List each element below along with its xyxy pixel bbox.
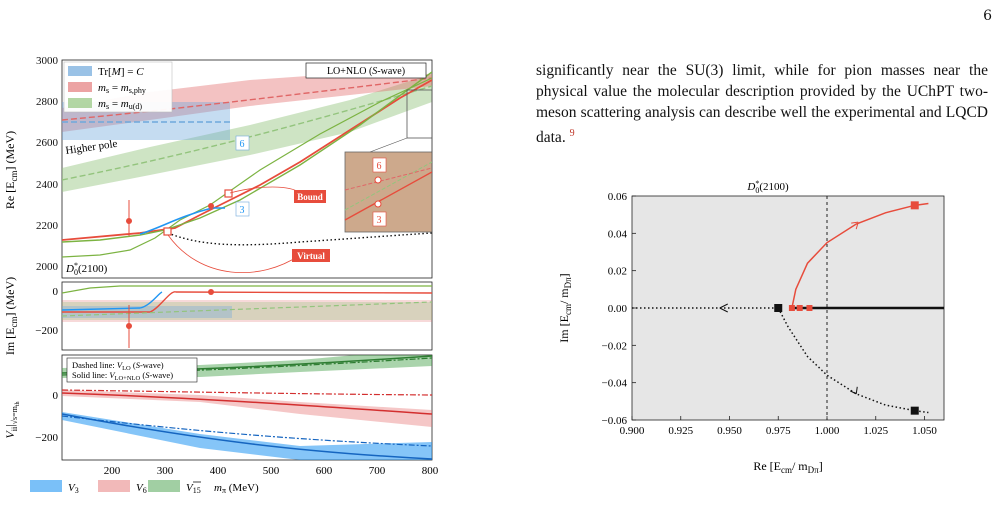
x-tick-label: 0.925	[668, 425, 693, 437]
svg-text:Bound: Bound	[297, 192, 323, 202]
bottom-legend: V3 V6 V15 mπ (MeV)	[30, 480, 259, 495]
x-tick-label: 0.950	[717, 425, 742, 437]
right-title: D* 0(2100)	[746, 179, 789, 195]
svg-text:Solid line: VLO+NLO (S-wave): Solid line: VLO+NLO (S-wave)	[72, 370, 173, 382]
virtual-tag: Virtual	[292, 249, 330, 262]
svg-text:Virtual: Virtual	[297, 251, 325, 261]
svg-text:600: 600	[316, 465, 333, 477]
right-ylabel: Im [Ecm/ mDπ]	[557, 273, 573, 342]
y-tick-label: −0.04	[602, 378, 628, 390]
paragraph-text: significantly near the SU(3) limit, whil…	[536, 62, 988, 147]
x-tick-label: 1.050	[912, 425, 937, 437]
mid-ytick-neg200: −200	[35, 325, 58, 337]
svg-text:3: 3	[240, 205, 245, 216]
svg-text:6: 6	[377, 161, 382, 172]
y-tick-label: 0.00	[608, 303, 628, 315]
svg-text:ms = ms,phy: ms = ms,phy	[98, 82, 146, 95]
bot-ytick-0: 0	[53, 390, 59, 402]
y-tick-label: 0.06	[608, 191, 628, 203]
upper-pole-trajectory	[791, 202, 929, 309]
svg-text:mπ (MeV): mπ (MeV)	[214, 482, 259, 495]
bottom-xticks: 200 300 400 500 600 700 800	[104, 465, 439, 477]
x-tick-label: 1.000	[815, 425, 840, 437]
svg-text:Tr[M] = C: Tr[M] = C	[98, 66, 144, 78]
ytick-2200: 2200	[36, 220, 59, 232]
ytick-2000: 2000	[36, 261, 59, 273]
red-pole-marker	[806, 305, 813, 311]
irrep-labels: 6 3 6 3	[235, 135, 387, 227]
svg-text:400: 400	[210, 465, 227, 477]
lower-arrow	[850, 386, 858, 395]
svg-text:V6: V6	[136, 482, 147, 495]
svg-text:V15: V15	[186, 482, 201, 495]
top-ylabel: Re [Ecm] (MeV)	[3, 131, 19, 209]
x-tick-label: 0.900	[620, 425, 645, 437]
lo-nlo-box: LO+NLO (S-wave)	[305, 62, 427, 79]
right-xlabel: Re [Ecm/ mDπ]	[753, 459, 822, 475]
left-arrow	[719, 303, 728, 313]
y-tick-label: −0.02	[602, 340, 627, 352]
bot-ytick-neg200: −200	[35, 432, 58, 444]
d0-label: D* 0(2100)	[65, 261, 108, 277]
svg-text:500: 500	[263, 465, 280, 477]
svg-text:6: 6	[240, 139, 245, 150]
red-pole-marker	[788, 305, 795, 311]
ytick-2600: 2600	[36, 137, 59, 149]
svg-text:3: 3	[377, 215, 382, 226]
svg-text:ms = mu(d): ms = mu(d)	[98, 98, 142, 111]
line-style-box: Dashed line: VLO (S-wave) Solid line: VL…	[66, 357, 198, 383]
y-tick-label: 0.04	[608, 228, 628, 240]
x-tick-label: 0.975	[766, 425, 791, 437]
red-pole-marker	[796, 305, 803, 311]
reference-marker: 9	[569, 128, 575, 139]
upper-end-marker	[910, 201, 919, 210]
lower-pole-trajectory	[777, 307, 929, 414]
body-paragraph: significantly near the SU(3) limit, whil…	[536, 60, 988, 148]
lower-end-marker	[910, 406, 919, 415]
svg-text:V3: V3	[68, 482, 79, 495]
bound-tag: Bound	[294, 190, 326, 203]
svg-text:800: 800	[422, 465, 439, 477]
svg-text:200: 200	[104, 465, 121, 477]
upper-arrow	[851, 221, 859, 230]
mid-ytick-0: 0	[53, 286, 59, 298]
y-tick-label: −0.06	[602, 415, 628, 427]
ytick-2400: 2400	[36, 179, 59, 191]
svg-text:700: 700	[369, 465, 386, 477]
svg-text:Dashed line: VLO (S-wave): Dashed line: VLO (S-wave)	[72, 360, 164, 372]
ytick-3000: 3000	[36, 55, 59, 67]
top-legend: Tr[M] = C ms = ms,phy ms = mu(d)	[63, 61, 173, 113]
ytick-2800: 2800	[36, 96, 59, 108]
svg-text:300: 300	[157, 465, 174, 477]
branch-point-marker	[774, 304, 783, 312]
x-tick-label: 1.025	[863, 425, 888, 437]
svg-text:LO+NLO (S-wave): LO+NLO (S-wave)	[327, 66, 405, 77]
left-figure: 3000 2800 2600 2400 2200 2000 Re [Ecm] (…	[3, 55, 439, 495]
right-figure: D* 0(2100) 0.900 0.925 0.950 0.975 1.000 1.025…	[557, 179, 945, 475]
y-tick-label: 0.02	[608, 266, 627, 278]
mid-ylabel: Im [Ecm] (MeV)	[3, 277, 19, 355]
page-number: 6	[983, 8, 992, 24]
bot-ylabel: Vii|√s=mth	[3, 401, 21, 438]
